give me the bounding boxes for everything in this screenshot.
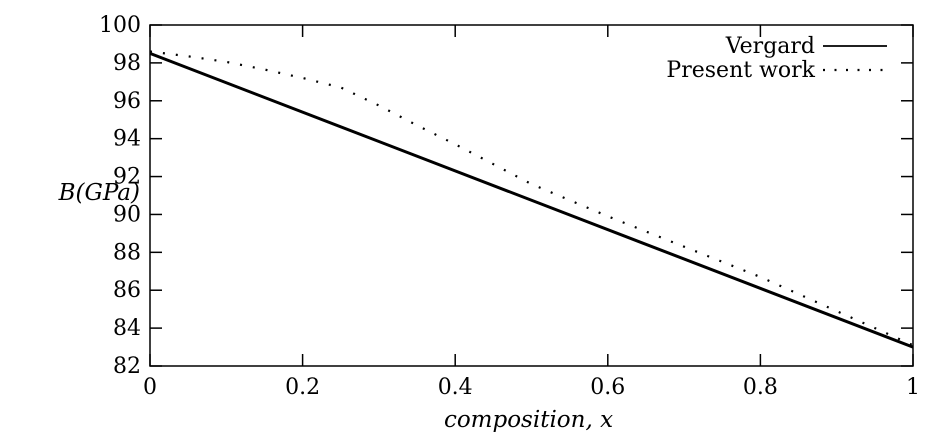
y-tick-label: 100	[99, 13, 141, 38]
plot-frame	[149, 24, 914, 367]
x-axis-label: composition, x	[444, 407, 613, 433]
y-tick-label: 86	[113, 278, 141, 303]
y-tick-label: 98	[113, 51, 141, 76]
legend-label: Present work	[666, 58, 815, 83]
x-tick-label: 0.4	[438, 375, 473, 400]
x-tick-label: 0.6	[590, 375, 625, 400]
x-tick-label: 0.2	[285, 375, 320, 400]
x-tick-label: 0	[143, 375, 157, 400]
y-tick-label: 82	[113, 354, 141, 379]
y-tick-label: 88	[113, 240, 141, 265]
x-tick-label: 1	[906, 375, 920, 400]
legend-label: Vergard	[725, 34, 815, 59]
y-axis-label: B(GPa)	[58, 180, 140, 206]
y-tick-label: 96	[113, 89, 141, 114]
x-tick-label: 0.8	[743, 375, 778, 400]
y-tick-label: 92	[113, 165, 141, 190]
y-tick-label: 84	[113, 316, 141, 341]
y-tick-label: 94	[113, 127, 141, 152]
series-present-work-line	[149, 50, 914, 347]
y-tick-label: 90	[113, 202, 141, 227]
series-vergard-line	[149, 52, 914, 349]
